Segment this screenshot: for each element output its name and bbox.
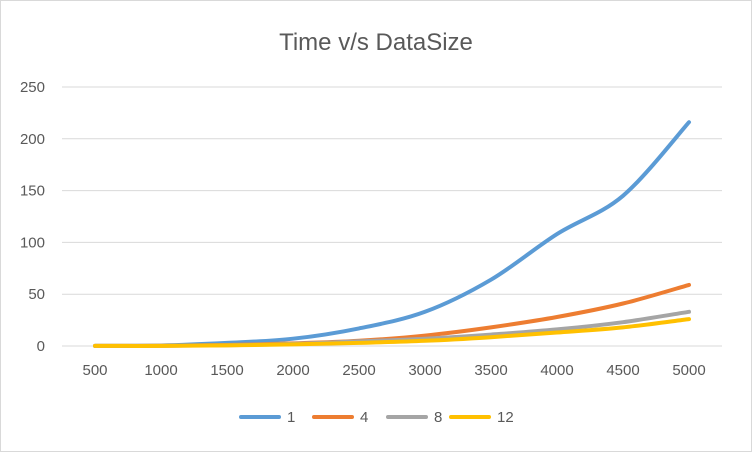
y-tick-label: 200 [20, 131, 45, 148]
legend: 1 4 8 12 [239, 409, 514, 426]
legend-label-1: 1 [287, 409, 295, 426]
y-tick-label: 50 [28, 286, 45, 303]
y-tick-label: 0 [37, 338, 45, 355]
legend-label-4: 4 [360, 409, 368, 426]
legend-label-12: 12 [497, 409, 514, 426]
chart-title: Time v/s DataSize [279, 29, 473, 56]
series-lines [93, 120, 691, 348]
series-line-1 [93, 120, 691, 348]
x-tick-label: 2500 [342, 362, 375, 379]
x-axis-ticks: 500 1000 1500 2000 2500 3000 3500 4000 4500 5000 [82, 362, 705, 379]
x-tick-label: 2000 [276, 362, 309, 379]
x-tick-label: 1000 [144, 362, 177, 379]
series-line-12 [93, 317, 691, 348]
y-tick-label: 100 [20, 234, 45, 251]
legend-label-8: 8 [434, 409, 442, 426]
x-tick-label: 500 [82, 362, 107, 379]
x-tick-label: 1500 [210, 362, 243, 379]
x-tick-label: 4500 [606, 362, 639, 379]
y-axis-ticks: 0 50 100 150 200 250 [20, 79, 45, 355]
gridlines [62, 86, 722, 347]
x-tick-label: 5000 [672, 362, 705, 379]
x-tick-label: 3000 [408, 362, 441, 379]
x-tick-label: 4000 [540, 362, 573, 379]
y-tick-label: 250 [20, 79, 45, 96]
x-tick-label: 3500 [474, 362, 507, 379]
y-tick-label: 150 [20, 183, 45, 200]
